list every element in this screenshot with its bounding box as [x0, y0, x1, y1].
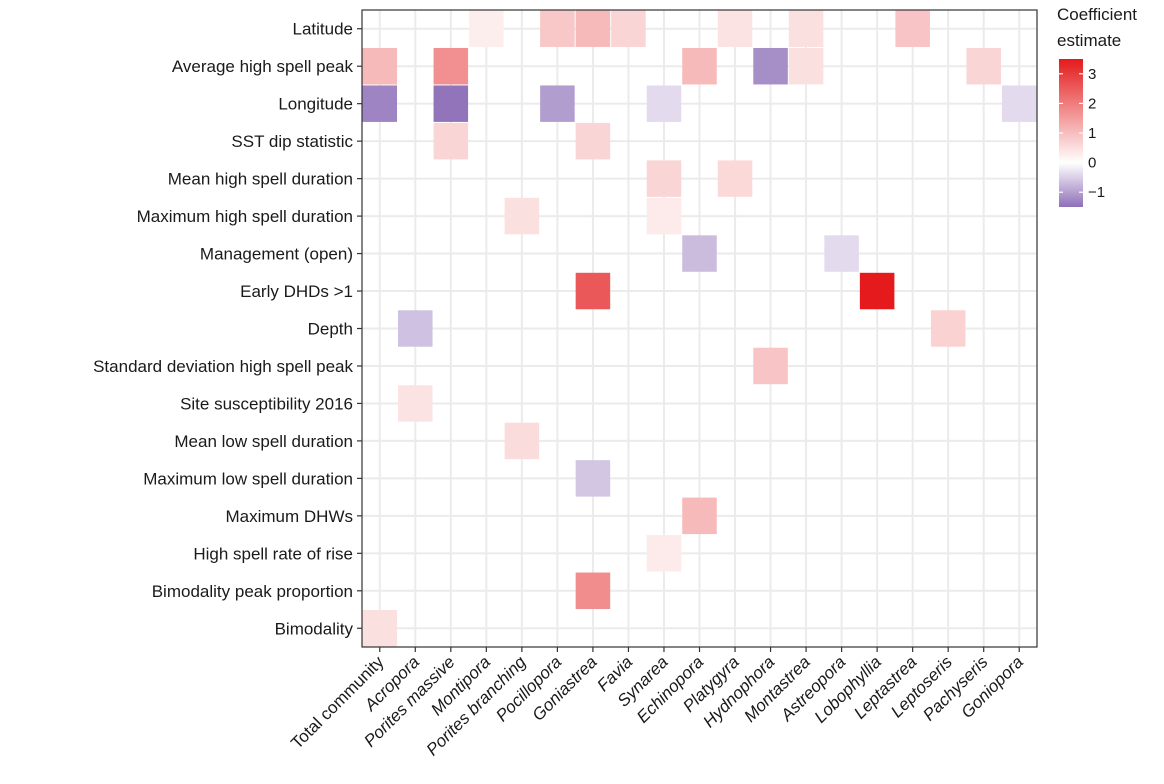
y-tick-label-bimodality: Bimodality — [275, 619, 354, 638]
heatmap-cell-bimodality-peak-proportion-goniastrea — [575, 572, 611, 610]
plot-panel — [361, 9, 1038, 648]
legend-tick-label: 0 — [1088, 155, 1096, 172]
y-tick-label-longitude: Longitude — [278, 95, 353, 114]
color-legend: Coefficient estimate 3 2 1 0 −1 — [1057, 5, 1137, 207]
legend-tick-label: −1 — [1088, 184, 1105, 201]
y-tick-label-maximum-dhws: Maximum DHWs — [226, 507, 354, 526]
heatmap-cell-maximum-low-spell-duration-goniastrea — [575, 460, 611, 497]
y-tick-label-high-spell-rate-of-rise: High spell rate of rise — [193, 544, 353, 563]
heatmap-cell-longitude-synarea — [646, 85, 682, 122]
heatmap-cell-management-open-astreopora — [824, 235, 859, 272]
y-tick-label-bimodality-peak-proportion: Bimodality peak proportion — [152, 582, 353, 601]
heatmap-cell-latitude-goniastrea — [575, 10, 611, 47]
heatmap-cell-maximum-dhws-echinopora — [682, 497, 717, 535]
y-tick-label-site-susceptibility-2016: Site susceptibility 2016 — [180, 394, 353, 413]
heatmap-cell-latitude-leptastrea — [895, 10, 930, 47]
y-tick-label-depth: Depth — [308, 320, 353, 339]
heatmap-cell-early-dhds-1-lobophyllia — [859, 272, 895, 310]
heatmap-cell-average-high-spell-peak-echinopora — [682, 47, 717, 85]
y-tick-label-early-dhds-1: Early DHDs >1 — [240, 282, 353, 301]
legend-tick-label: 1 — [1088, 125, 1096, 142]
heatmap-cell-longitude-total-community — [362, 85, 398, 122]
y-tick-label-sst-dip-statistic: SST dip statistic — [231, 132, 353, 151]
heatmap-cell-average-high-spell-peak-pachyseris — [966, 47, 1001, 85]
heatmap-cell-latitude-montipora — [469, 10, 504, 47]
heatmap-cell-average-high-spell-peak-hydnophora — [753, 47, 788, 85]
y-tick-label-maximum-low-spell-duration: Maximum low spell duration — [143, 469, 353, 488]
heatmap-cell-mean-high-spell-duration-synarea — [646, 160, 682, 197]
heatmap-cell-average-high-spell-peak-montastrea — [788, 47, 824, 85]
legend-title-line1: Coefficient — [1057, 5, 1137, 24]
heatmap-cell-latitude-pocillopora — [540, 10, 575, 47]
heatmap-cell-average-high-spell-peak-total-community — [362, 47, 398, 85]
heatmap-cell-mean-low-spell-duration-porites-branching — [504, 422, 540, 460]
heatmap-cell-longitude-pocillopora — [540, 85, 575, 122]
heatmap-cell-longitude-porites-massive — [433, 85, 469, 122]
heatmap-cell-latitude-platygyra — [717, 10, 753, 47]
heatmap-cell-bimodality-total-community — [362, 610, 398, 647]
y-tick-label-mean-high-spell-duration: Mean high spell duration — [168, 170, 353, 189]
heatmap-cell-maximum-high-spell-duration-synarea — [646, 197, 682, 235]
heatmap-cell-high-spell-rate-of-rise-synarea — [646, 535, 682, 572]
y-tick-label-average-high-spell-peak: Average high spell peak — [172, 57, 354, 76]
heatmap-cell-average-high-spell-peak-porites-massive — [433, 47, 469, 85]
heatmap-cell-management-open-echinopora — [682, 235, 717, 272]
heatmap-cell-depth-leptoseris — [930, 310, 966, 347]
y-tick-label-maximum-high-spell-duration: Maximum high spell duration — [137, 207, 353, 226]
heatmap-cell-early-dhds-1-goniastrea — [575, 272, 611, 310]
legend-tick-label: 3 — [1088, 66, 1096, 83]
heatmap-cell-latitude-montastrea — [788, 10, 824, 47]
legend-ticks: 3 2 1 0 −1 — [1059, 66, 1105, 201]
y-tick-label-mean-low-spell-duration: Mean low spell duration — [174, 432, 353, 451]
heatmap-cell-longitude-goniopora — [1001, 85, 1037, 122]
heatmap-cell-mean-high-spell-duration-platygyra — [717, 160, 753, 197]
y-tick-label-latitude: Latitude — [293, 20, 354, 39]
heatmap-cell-sst-dip-statistic-porites-massive — [433, 122, 469, 160]
y-tick-label-standard-deviation-high-spell-peak: Standard deviation high spell peak — [93, 357, 353, 376]
heatmap-cell-maximum-high-spell-duration-porites-branching — [504, 197, 540, 235]
heatmap-cell-sst-dip-statistic-goniastrea — [575, 122, 611, 160]
legend-tick-label: 2 — [1088, 95, 1096, 112]
y-tick-label-management-open: Management (open) — [200, 245, 353, 264]
heatmap-cell-latitude-favia — [611, 10, 646, 47]
y-axis-labels: Latitude Average high spell peak Longitude… — [93, 20, 362, 638]
heatmap-cell-depth-acropora — [398, 310, 433, 347]
legend-title-line2: estimate — [1057, 31, 1121, 50]
heatmap-cell-standard-deviation-high-spell-peak-hydnophora — [753, 347, 788, 385]
heatmap-cell-site-susceptibility-2016-acropora — [398, 385, 433, 422]
